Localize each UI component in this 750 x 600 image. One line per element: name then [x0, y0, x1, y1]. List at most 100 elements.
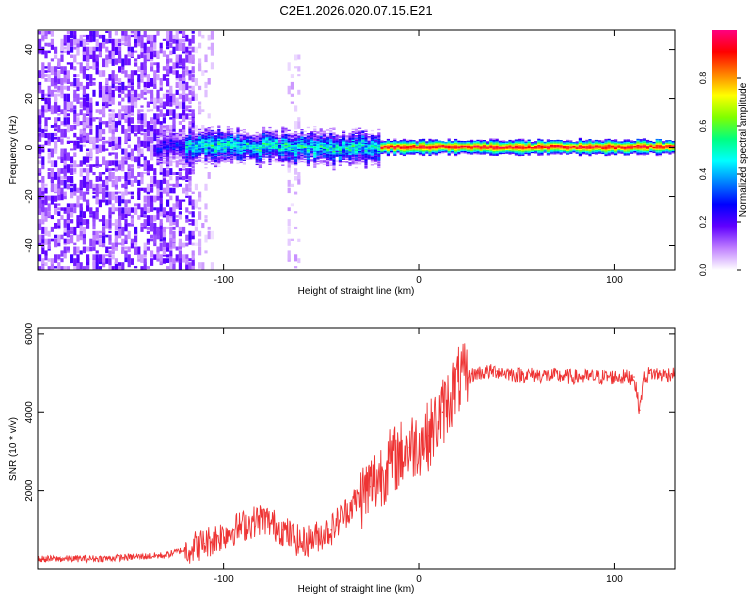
heatmap-cell	[415, 149, 419, 151]
heatmap-cell	[614, 140, 618, 142]
heatmap-cell	[607, 142, 611, 144]
heatmap-cell	[470, 152, 474, 154]
heatmap-cell	[114, 140, 118, 149]
heatmap-cell	[175, 78, 179, 81]
heatmap-cell	[476, 147, 480, 149]
heatmap-cell	[290, 159, 294, 161]
heatmap-cell	[70, 46, 74, 53]
heatmap-cell	[191, 160, 195, 162]
heatmap-cell	[172, 139, 176, 141]
heatmap-cell	[178, 155, 182, 157]
heatmap-cell	[150, 38, 154, 48]
heatmap-cell	[166, 226, 170, 229]
heatmap-cell	[348, 151, 352, 153]
spectrogram-heatmap	[38, 31, 675, 270]
heatmap-cell	[342, 161, 346, 163]
heatmap-cell	[204, 143, 208, 146]
heatmap-cell	[166, 266, 170, 270]
heatmap-cell	[41, 164, 45, 170]
heatmap-cell	[194, 219, 198, 227]
heatmap-cell	[54, 238, 58, 247]
heatmap-cell	[396, 147, 400, 149]
heatmap-cell	[598, 142, 602, 145]
heatmap-cell	[255, 141, 259, 144]
heatmap-cell	[159, 150, 163, 153]
heatmap-cell	[108, 74, 112, 80]
heatmap-cell	[226, 139, 230, 142]
heatmap-cell	[233, 146, 237, 148]
heatmap-cell	[265, 138, 269, 140]
heatmap-cell	[66, 211, 70, 220]
heatmap-cell	[223, 131, 227, 134]
heatmap-cell	[95, 211, 99, 220]
heatmap-cell	[111, 89, 115, 98]
snr-point	[369, 485, 372, 488]
heatmap-cell	[470, 142, 474, 144]
snr-point	[633, 376, 635, 378]
heatmap-cell	[287, 164, 291, 166]
heatmap-cell	[57, 78, 61, 85]
heatmap-cell	[178, 58, 182, 64]
heatmap-cell	[316, 132, 320, 134]
heatmap-cell	[402, 146, 406, 148]
heatmap-cell	[47, 93, 51, 97]
heatmap-cell	[639, 141, 643, 143]
heatmap-cell	[230, 153, 234, 156]
heatmap-cell	[114, 223, 118, 230]
heatmap-cell	[162, 66, 166, 71]
heatmap-cell	[553, 146, 557, 148]
heatmap-cell	[66, 113, 70, 117]
heatmap-cell	[191, 152, 195, 154]
heatmap-cell	[374, 153, 378, 155]
heatmap-cell	[166, 246, 170, 252]
heatmap-cell	[50, 258, 54, 265]
heatmap-cell	[172, 121, 176, 129]
heatmap-cell	[345, 148, 349, 151]
heatmap-cell	[175, 219, 179, 228]
heatmap-cell	[623, 150, 627, 152]
heatmap-cell	[60, 109, 64, 115]
snr-point	[105, 557, 108, 560]
heatmap-cell	[191, 121, 195, 130]
heatmap-cell	[111, 203, 115, 212]
heatmap-cell	[108, 50, 112, 57]
heatmap-cell	[134, 207, 138, 214]
heatmap-cell	[41, 109, 45, 118]
heatmap-cell	[518, 140, 522, 142]
heatmap-cell	[98, 199, 102, 208]
heatmap-cell	[204, 149, 208, 152]
heatmap-cell	[140, 176, 144, 185]
heatmap-cell	[482, 148, 486, 150]
heatmap-cell	[191, 157, 195, 159]
heatmap-cell	[252, 153, 256, 155]
heatmap-cell	[220, 147, 224, 150]
heatmap-cell	[598, 143, 602, 146]
heatmap-cell	[127, 81, 131, 87]
heatmap-cell	[598, 150, 602, 152]
heatmap-cell	[303, 140, 307, 142]
heatmap-cell	[118, 144, 122, 149]
heatmap-cell	[159, 143, 163, 145]
heatmap-cell	[178, 176, 182, 180]
heatmap-cell	[198, 155, 202, 158]
heatmap-cell	[534, 144, 538, 147]
heatmap-cell	[658, 147, 662, 149]
heatmap-cell	[486, 152, 490, 154]
heatmap-cell	[50, 125, 54, 128]
heatmap-cell	[210, 156, 214, 159]
heatmap-cell	[143, 160, 147, 169]
heatmap-cell	[514, 154, 518, 156]
heatmap-cell	[537, 138, 541, 141]
heatmap-cell	[361, 159, 365, 162]
heatmap-cell	[482, 147, 486, 149]
heatmap-cell	[76, 38, 80, 44]
heatmap-cell	[166, 137, 170, 139]
heatmap-cell	[159, 139, 163, 142]
heatmap-cell	[569, 144, 573, 146]
heatmap-cell	[153, 226, 157, 234]
heatmap-cell	[399, 142, 403, 144]
heatmap-cell	[316, 131, 320, 133]
heatmap-cell	[47, 215, 51, 219]
heatmap-cell	[38, 234, 42, 243]
heatmap-cell	[146, 266, 150, 269]
